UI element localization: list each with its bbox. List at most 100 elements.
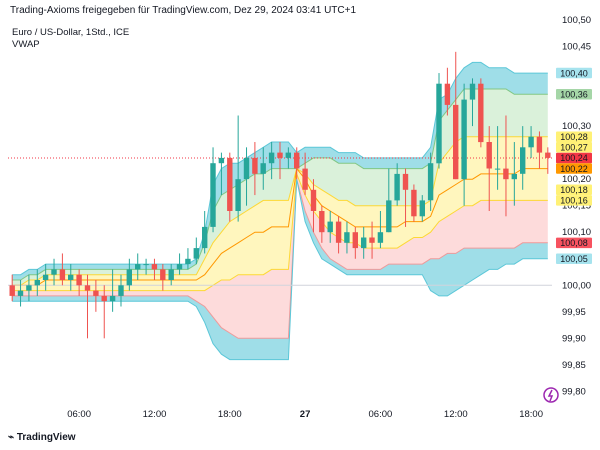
candle-body: [436, 83, 442, 164]
candle-body: [503, 168, 509, 180]
candle-body: [486, 142, 492, 169]
band-line-lower2: [12, 179, 548, 361]
y-tick-label: 99,85: [562, 360, 586, 371]
candle-body: [310, 189, 317, 211]
x-tick-label: 27: [300, 409, 311, 420]
candle-body: [160, 269, 166, 280]
candle-body: [51, 269, 57, 275]
candle-body: [461, 99, 467, 180]
y-tick-label: 99,95: [562, 307, 586, 318]
candle-body: [193, 248, 199, 259]
band-lower-outer: [12, 179, 548, 360]
y-tick-label: 100,50: [562, 15, 591, 26]
candle-body: [143, 264, 149, 266]
candle-body: [520, 147, 526, 174]
candle-body: [511, 173, 517, 180]
y-tick-label: 99,80: [562, 386, 586, 397]
price-labels: 100,40100,36100,28100,27100,24100,22100,…: [556, 67, 592, 264]
candle-body: [327, 221, 333, 233]
price-label-text: 100,16: [560, 196, 588, 206]
x-tick-label: 06:00: [369, 409, 393, 420]
candle-body: [427, 163, 434, 201]
band-lower-mid: [12, 173, 548, 339]
candle-body: [319, 211, 325, 233]
band-line-upper0: [12, 136, 548, 286]
grid-lines: [8, 157, 552, 286]
candle-body: [285, 152, 291, 158]
candle-body: [101, 295, 107, 302]
candle-body: [17, 290, 24, 296]
price-label-box: [556, 142, 592, 153]
candle-body: [227, 157, 233, 211]
band-upper-mid: [12, 89, 548, 286]
candles-group: [9, 51, 551, 339]
candle-body: [59, 269, 66, 280]
candle-body: [528, 136, 534, 148]
band-upper-outer: [12, 62, 548, 281]
candle-body: [335, 221, 342, 243]
x-tick-label: 12:00: [143, 409, 167, 420]
candle-body: [469, 83, 476, 100]
price-label-box: [556, 184, 592, 195]
candle-body: [252, 157, 258, 174]
candle-body: [478, 83, 484, 143]
candle-body: [235, 179, 241, 211]
candle-body: [545, 152, 551, 158]
candle-body: [210, 163, 216, 227]
candle-body: [294, 152, 300, 169]
candle-body: [185, 258, 191, 265]
candle-body: [168, 269, 174, 280]
candle-body: [386, 200, 392, 233]
candle-body: [377, 232, 384, 243]
candle-body: [494, 168, 501, 170]
band-line-lower1: [12, 179, 548, 339]
candle-body: [394, 173, 400, 201]
y-tick-label: 100,45: [562, 42, 591, 53]
candle-body: [361, 237, 367, 249]
vwap-line: [12, 167, 548, 286]
price-label-text: 100,27: [560, 143, 588, 153]
y-tick-label: 100,00: [562, 280, 591, 291]
alert-icon[interactable]: [543, 387, 559, 403]
y-tick-label: 100,20: [562, 174, 591, 185]
time-axis: 06:00 12:00 18:00 27 06:00 12:00 18:00: [67, 409, 543, 420]
band-upper-inner: [12, 136, 548, 286]
price-label-box: [556, 152, 592, 164]
x-tick-label: 12:00: [444, 409, 468, 420]
price-label-text: 100,40: [560, 68, 588, 78]
candle-body: [277, 152, 283, 158]
indicator-label: VWAP: [12, 39, 40, 50]
price-label-box: [556, 131, 592, 142]
tradingview-logo-icon: ⌁: [8, 432, 15, 443]
candle-body: [444, 83, 451, 105]
y-tick-label: 99,90: [562, 333, 586, 344]
price-label-text: 100,24: [560, 153, 588, 163]
candle-body: [369, 237, 375, 243]
candle-body: [268, 152, 275, 164]
price-label-text: 100,08: [560, 238, 588, 248]
symbol-label: Euro / US-Dollar, 1Std., ICE: [12, 27, 130, 38]
tradingview-logo-text: TradingView: [16, 432, 76, 443]
price-label-box: [556, 253, 592, 264]
tradingview-logo: ⌁ TradingView: [8, 432, 76, 443]
candle-body: [84, 285, 91, 291]
candle-body: [26, 285, 32, 291]
price-label-text: 100,28: [560, 132, 588, 142]
candle-body: [126, 269, 132, 286]
candle-body: [42, 274, 49, 280]
y-tick-label: 100,15: [562, 201, 591, 212]
candle-body: [68, 274, 74, 280]
y-tick-label: 100,10: [562, 227, 591, 238]
price-label-box: [556, 237, 592, 249]
price-label-text: 100,05: [560, 254, 588, 264]
candle-body: [453, 104, 459, 180]
candle-body: [536, 136, 543, 153]
price-label-text: 100,36: [560, 90, 588, 100]
candle-body: [93, 290, 99, 296]
candle-body: [302, 168, 308, 190]
band-line-lower0: [12, 173, 548, 292]
candle-body: [76, 274, 82, 286]
y-tick-label: 100,30: [562, 121, 591, 132]
chart-header-title: Trading-Axioms freigegeben für TradingVi…: [10, 5, 357, 16]
